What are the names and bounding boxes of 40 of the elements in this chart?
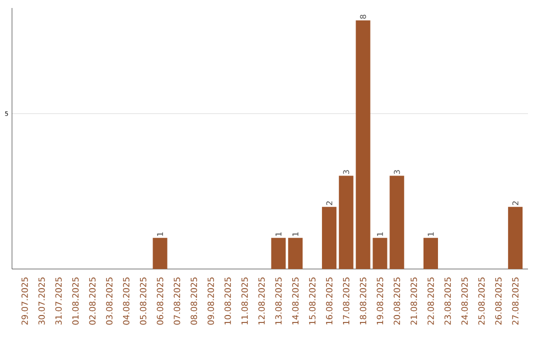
x-tick-label: 14.08.2025 xyxy=(292,278,299,324)
x-tick-label: 10.08.2025 xyxy=(224,278,231,324)
x-tick-label: 09.08.2025 xyxy=(208,278,214,325)
bar xyxy=(508,206,523,269)
x-tick-label: 20.08.2025 xyxy=(394,278,400,325)
bar xyxy=(152,238,168,269)
x-tick-label: 17.08.2025 xyxy=(342,278,350,324)
x-tick-label: 27.08.2025 xyxy=(512,278,519,325)
x-tick-label: 04.08.2025 xyxy=(123,278,130,325)
x-tick-label: 23.08.2025 xyxy=(444,278,451,325)
x-tick-label: 19.08.2025 xyxy=(376,278,384,324)
x-tick-label: 12.08.2025 xyxy=(258,278,265,324)
x-tick-label: 16.08.2025 xyxy=(326,278,332,324)
bar xyxy=(372,238,388,269)
x-tick-label: 02.08.2025 xyxy=(89,278,96,325)
x-tick-label: 01.08.2025 xyxy=(72,278,79,325)
x-tick-label: 18.08.2025 xyxy=(360,278,366,324)
x-tick-label: 25.08.2025 xyxy=(478,278,485,325)
x-tick-label: 13.08.2025 xyxy=(275,278,282,324)
bar xyxy=(288,238,303,269)
x-tick-label: 26.08.2025 xyxy=(495,278,502,325)
bar xyxy=(423,238,438,269)
x-tick-label: 08.08.2025 xyxy=(190,278,198,325)
x-tick-label: 30.07.2025 xyxy=(38,278,45,325)
x-tick-label: 05.08.2025 xyxy=(140,278,146,325)
x-tick-label: 24.08.2025 xyxy=(461,278,468,325)
x-tick-label: 11.08.2025 xyxy=(241,278,248,324)
bar xyxy=(390,176,404,269)
x-tick-label: 22.08.2025 xyxy=(428,278,434,325)
x-tick-label: 15.08.2025 xyxy=(309,278,316,324)
x-tick-label: 06.08.2025 xyxy=(156,278,164,325)
bar xyxy=(356,20,370,269)
bar xyxy=(322,206,336,269)
x-tick-label: 21.08.2025 xyxy=(410,278,418,325)
x-tick-label: 07.08.2025 xyxy=(174,278,180,325)
x-tick-label: 31.07.2025 xyxy=(55,278,62,325)
x-tick-label: 29.07.2025 xyxy=(21,278,28,325)
bar xyxy=(271,238,286,269)
x-tick-label: 03.08.2025 xyxy=(106,278,112,325)
bar xyxy=(338,176,354,269)
